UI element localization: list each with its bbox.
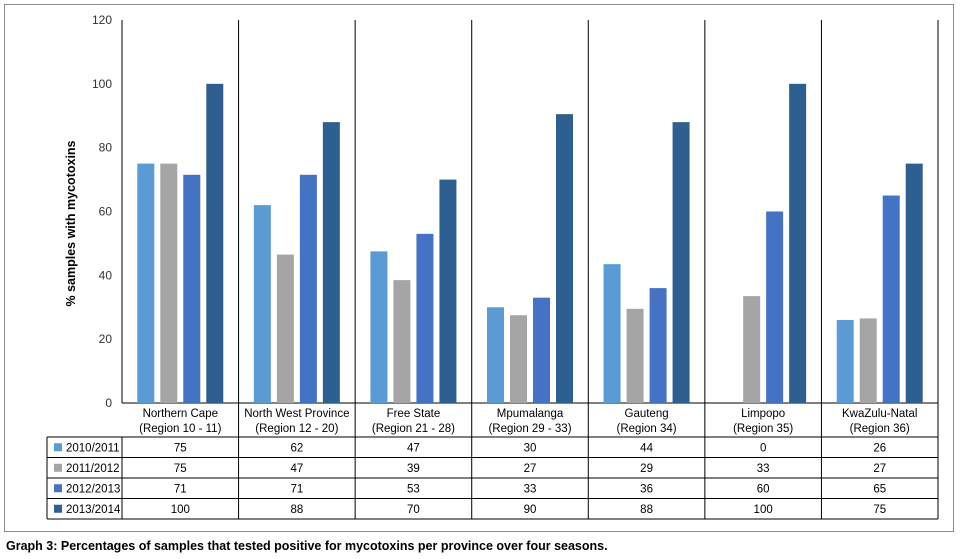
table-cell-1-6: 27 [873,463,886,475]
table-cell-0-1: 62 [290,442,303,454]
bar-4-3 [672,122,690,403]
bar-3-0 [487,307,504,403]
table-cell-2-6: 65 [873,483,886,495]
bar-1-1 [276,254,294,403]
y-tick-label-1: 20 [99,332,113,346]
bar-chart: 0 20 40 60 80 100 120 % samples with mycotoxins… [46,13,939,520]
bar-6-3 [905,163,923,403]
legend-entry-1: 2011/2012 [66,463,120,475]
legend-swatch-2 [54,484,62,493]
bar-0-2 [183,174,201,403]
table-cell-3-2: 70 [407,504,420,516]
bar-5-1 [743,296,761,403]
legend-entry-3: 2013/2014 [66,504,121,516]
table-cell-1-3: 27 [524,463,537,475]
table-cell-3-4: 88 [640,504,653,516]
bar-1-2 [299,174,317,403]
table-cell-0-6: 26 [873,442,886,454]
y-tick-label-3: 60 [99,205,113,219]
bar-4-2 [649,288,667,403]
category-sublabel-3: (Region 29 - 33) [488,423,571,435]
table-cell-3-3: 90 [524,504,537,516]
y-tick-label-2: 40 [99,268,113,282]
table-cell-2-0: 71 [174,483,187,495]
category-sublabel-5: (Region 35) [733,423,793,435]
y-axis-title: % samples with mycotoxins [64,140,78,306]
category-sublabel-1: (Region 12 - 20) [255,423,338,435]
category-label-3: Mpumalanga [497,408,564,420]
bar-0-1 [160,163,178,403]
figure-caption: Graph 3: Percentages of samples that tes… [6,539,608,553]
legend-swatch-1 [54,463,62,472]
table-cell-3-5: 100 [754,504,773,516]
legend-entry-2: 2012/2013 [66,483,120,495]
bar-6-0 [836,320,854,403]
legend-entry-0: 2010/2011 [66,442,120,454]
table-cell-1-4: 29 [640,463,653,475]
category-sublabel-4: (Region 34) [617,423,677,435]
table-cell-0-5: 0 [760,442,766,454]
chart-frame: 0 20 40 60 80 100 120 % samples with mycotoxins… [4,4,954,532]
category-label-1: North West Province [244,408,349,420]
bar-5-3 [789,83,807,403]
bar-5-2 [766,211,784,403]
table-cell-1-1: 47 [290,463,303,475]
y-tick-label-4: 80 [99,141,113,155]
table-cell-3-6: 75 [873,504,886,516]
legend-swatch-0 [54,443,62,452]
bar-3-1 [510,315,527,403]
table-cell-2-3: 33 [524,483,537,495]
table-cell-0-2: 47 [407,442,420,454]
bar-2-2 [416,233,434,403]
category-sublabel-6: (Region 36) [850,423,910,435]
bar-3-3 [556,114,573,403]
table-cell-3-1: 88 [290,504,303,516]
bar-2-3 [439,179,457,403]
category-label-2: Free State [387,408,441,420]
bar-2-0 [370,251,388,403]
table-cell-0-0: 75 [174,442,187,454]
table-cell-1-0: 75 [174,463,187,475]
category-label-0: Northern Cape [143,408,218,420]
bar-6-1 [859,318,877,403]
category-sublabel-0: (Region 10 - 11) [139,423,221,435]
bar-0-0 [137,163,155,403]
table-cell-2-2: 53 [407,483,420,495]
bar-6-2 [882,195,900,403]
legend-swatch-3 [54,504,62,513]
y-tick-label-5: 100 [92,77,112,91]
bar-2-1 [393,280,411,403]
table-cell-2-1: 71 [290,483,303,495]
category-label-6: KwaZulu-Natal [842,408,917,420]
bar-3-2 [533,297,550,403]
category-label-4: Gauteng [625,408,669,420]
table-cell-3-0: 100 [171,504,190,516]
table-cell-2-5: 60 [757,483,770,495]
table-cell-2-4: 36 [640,483,653,495]
table-cell-0-3: 30 [524,442,537,454]
table-cell-1-2: 39 [407,463,420,475]
bar-1-3 [322,122,340,403]
category-sublabel-2: (Region 21 - 28) [372,423,455,435]
y-tick-label-6: 120 [92,13,112,27]
table-cell-0-4: 44 [640,442,653,454]
bar-1-0 [253,205,271,403]
bar-4-0 [603,264,621,403]
y-tick-label-0: 0 [105,396,112,410]
table-cell-1-5: 33 [757,463,770,475]
category-label-5: Limpopo [741,408,785,420]
bar-4-1 [626,308,644,403]
bar-0-3 [206,83,224,403]
